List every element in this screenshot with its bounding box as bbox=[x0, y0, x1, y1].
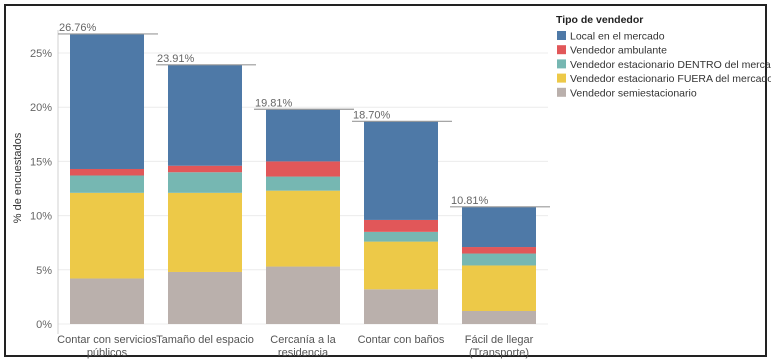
y-tick-label: 5% bbox=[36, 265, 52, 277]
bar-segment bbox=[462, 265, 536, 311]
total-label: 23.91% bbox=[157, 53, 195, 65]
total-labels: 26.76% 23.91% 19.81% 18.70% 10.81% bbox=[58, 22, 550, 208]
bar-segment bbox=[70, 175, 144, 193]
bar-segment bbox=[70, 278, 144, 324]
total-label: 19.81% bbox=[255, 97, 293, 109]
bar-segment bbox=[364, 241, 438, 290]
x-tick-label: Contar con baños bbox=[358, 334, 445, 346]
bar-segment bbox=[266, 109, 340, 162]
x-tick-label: Cercanía a la bbox=[270, 334, 336, 346]
x-tick-label: (Transporte) bbox=[469, 347, 529, 359]
bar-segment bbox=[168, 271, 242, 324]
legend-entry: Vendedor ambulante bbox=[570, 45, 667, 57]
x-tick-label: públicos bbox=[87, 347, 128, 359]
bar-segment bbox=[168, 192, 242, 272]
y-tick-label: 10% bbox=[30, 211, 52, 223]
total-label: 10.81% bbox=[451, 195, 489, 207]
bar-segment bbox=[266, 176, 340, 191]
y-axis: 0% 5% 10% 15% 20% 25% bbox=[30, 30, 59, 334]
x-tick-label: Fácil de llegar bbox=[465, 334, 534, 346]
total-label: 26.76% bbox=[59, 22, 97, 34]
y-tick-label: 20% bbox=[30, 102, 52, 114]
bar-segment bbox=[168, 64, 242, 166]
bar-segment bbox=[364, 231, 438, 242]
bars bbox=[70, 33, 536, 324]
legend-title: Tipo de vendedor bbox=[556, 14, 643, 26]
y-tick-label: 0% bbox=[36, 319, 52, 331]
bar-segment bbox=[168, 172, 242, 193]
legend-swatch bbox=[557, 31, 566, 40]
x-tick-label: residencia bbox=[278, 347, 329, 359]
bar-segment bbox=[462, 206, 536, 248]
bar-segment bbox=[462, 253, 536, 266]
bar-segment bbox=[364, 121, 438, 220]
legend-swatch bbox=[557, 87, 566, 97]
y-tick-label: 25% bbox=[30, 48, 52, 60]
bar-segment bbox=[364, 219, 438, 232]
legend-entry: Vendedor estacionario FUERA del mercado bbox=[570, 73, 771, 85]
legend-swatch bbox=[557, 45, 566, 55]
x-tick-label: Contar con servicios bbox=[57, 334, 157, 346]
x-tick-label: Tamaño del espacio bbox=[156, 334, 254, 346]
bar-segment bbox=[364, 289, 438, 324]
bar-segment bbox=[462, 247, 536, 254]
y-axis-label: % de encuestados bbox=[12, 132, 24, 223]
legend-entry: Vendedor estacionario DENTRO del mercado bbox=[570, 59, 771, 71]
bar-segment bbox=[70, 33, 144, 169]
bar-segment bbox=[70, 192, 144, 279]
legend-swatch bbox=[557, 59, 566, 69]
bar-segment bbox=[462, 310, 536, 324]
bar-segment bbox=[266, 266, 340, 324]
bar-segment bbox=[266, 161, 340, 177]
legend: Tipo de vendedor Local en el mercado Vend… bbox=[556, 14, 771, 99]
total-label: 18.70% bbox=[353, 109, 391, 121]
legend-entry: Local en el mercado bbox=[570, 31, 665, 43]
bar-segment bbox=[266, 190, 340, 267]
y-tick-label: 15% bbox=[30, 156, 52, 168]
bar-segment bbox=[168, 165, 242, 173]
legend-entry: Vendedor semiestacionario bbox=[570, 87, 697, 99]
legend-swatch bbox=[557, 73, 566, 83]
bar-segment bbox=[70, 168, 144, 176]
